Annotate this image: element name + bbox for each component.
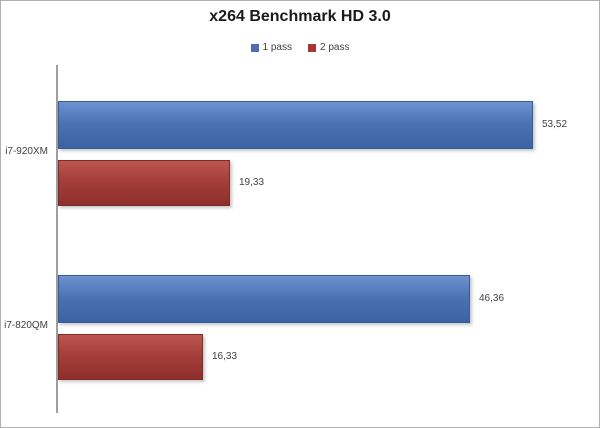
value-label-i7-820QM-1pass: 46,36: [479, 293, 505, 304]
category-label-i7-820QM: i7-820QM: [4, 320, 48, 331]
bar-i7-820QM-2pass: [58, 334, 203, 380]
value-label-i7-920XM-2pass: 19,33: [239, 177, 265, 188]
value-label-i7-920XM-1pass: 53,52: [542, 119, 568, 130]
legend-item-1pass: 1 pass: [250, 42, 292, 53]
bar-i7-920XM-1pass: [58, 101, 533, 149]
plot-area: 53,52 19,33 46,36 16,33: [56, 65, 591, 413]
chart-title: x264 Benchmark HD 3.0: [209, 8, 391, 25]
bar-i7-820QM-1pass: [58, 275, 470, 323]
legend-label-2pass: 2 pass: [320, 42, 350, 53]
value-label-i7-820QM-2pass: 16,33: [212, 351, 238, 362]
legend-swatch-2pass-icon: [308, 43, 316, 52]
legend-item-2pass: 2 pass: [308, 42, 349, 53]
bar-i7-920XM-2pass: [58, 160, 230, 206]
category-label-i7-920XM: i7-920XM: [5, 146, 48, 157]
legend-label-1pass: 1 pass: [262, 42, 292, 53]
legend: 1 pass 2 pass: [1, 42, 599, 53]
legend-swatch-1pass-icon: [250, 43, 259, 52]
